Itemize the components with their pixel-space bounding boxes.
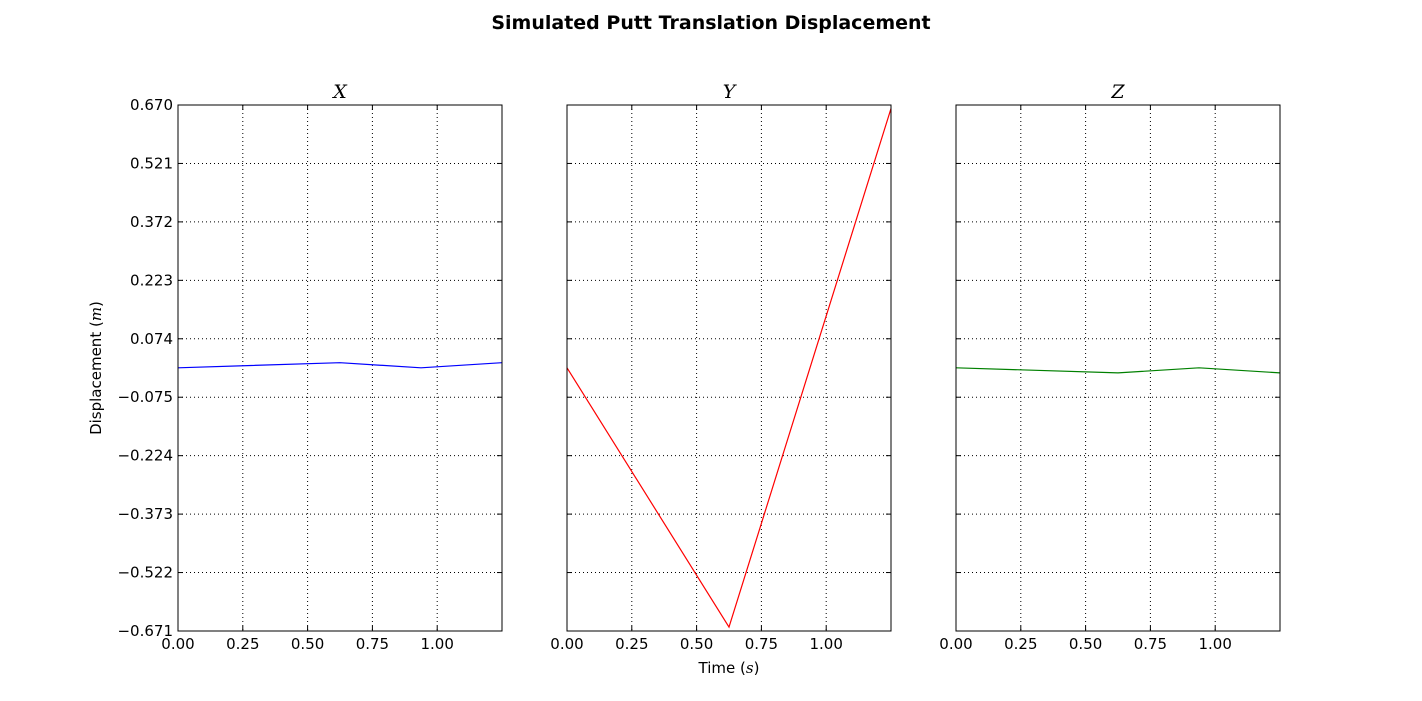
y-tick-label: −0.373 [117,505,173,523]
panel-z: 0.00 0.25 0.50 0.75 1.00 Z [939,81,1281,653]
y-tick-label: 0.521 [130,154,173,172]
series-line-y [566,108,892,629]
y-tick-label: 0.074 [130,330,173,348]
x-tick-label: 0.00 [550,635,583,653]
panel-title: Z [1110,81,1125,103]
series-line-z [955,367,1281,374]
y-tick-label: −0.671 [117,622,173,640]
y-tick-label: −0.075 [117,388,173,406]
x-tick-label: 1.00 [809,635,842,653]
x-tick-label: 0.75 [1134,635,1167,653]
x-tick-label: 0.50 [1069,635,1102,653]
axes-frame [955,104,1281,632]
x-tick-label: 0.00 [939,635,972,653]
grid [955,104,1280,632]
x-tick-label: 0.25 [226,635,259,653]
series-line-x [177,362,503,369]
chart-title: Simulated Putt Translation Displacement [491,12,930,34]
x-tick-label: 1.00 [1198,635,1231,653]
x-tick-label: 0.00 [161,635,194,653]
y-tick-label: −0.522 [117,564,173,582]
panel-x: 0.00 0.25 0.50 0.75 1.00 0.670 0.521 0.372 0.223… [117,81,503,653]
y-tick-label: 0.372 [130,213,173,231]
panel-title: X [331,81,348,103]
grid [177,104,502,632]
x-tick-label: 0.25 [1004,635,1037,653]
x-tick-label: 1.00 [420,635,453,653]
panel-y: 0.00 0.25 0.50 0.75 1.00 Y [550,81,892,653]
x-axis-label: Time (s) [698,659,760,677]
axes-frame [566,104,892,632]
y-axis-label: Displacement (m) [87,301,105,435]
axes-frame [177,104,503,632]
y-tick-label: 0.670 [130,96,173,114]
panel-title: Y [723,81,738,103]
x-tick-label: 0.25 [615,635,648,653]
x-tick-label: 0.75 [356,635,389,653]
x-tick-label: 0.50 [291,635,324,653]
x-tick-label: 0.75 [745,635,778,653]
y-tick-label: −0.224 [117,447,173,465]
y-tick-label: 0.223 [130,271,173,289]
x-tick-label: 0.50 [680,635,713,653]
grid [566,104,891,632]
